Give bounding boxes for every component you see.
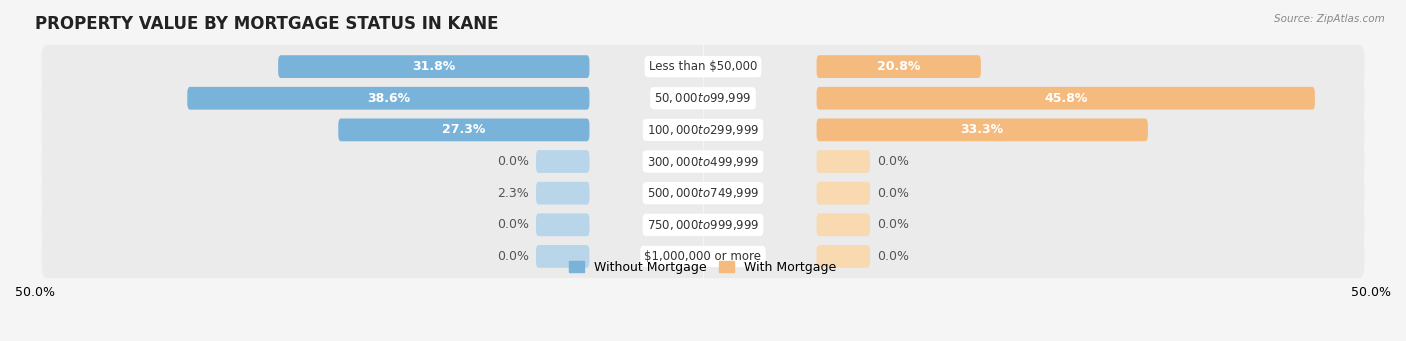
Text: $500,000 to $749,999: $500,000 to $749,999 [647, 186, 759, 200]
Legend: Without Mortgage, With Mortgage: Without Mortgage, With Mortgage [564, 256, 842, 279]
Text: 27.3%: 27.3% [441, 123, 485, 136]
Text: Source: ZipAtlas.com: Source: ZipAtlas.com [1274, 14, 1385, 24]
Text: 0.0%: 0.0% [498, 218, 529, 231]
FancyBboxPatch shape [42, 77, 1364, 120]
FancyBboxPatch shape [42, 235, 1364, 278]
FancyBboxPatch shape [42, 172, 1364, 215]
Text: 0.0%: 0.0% [877, 155, 908, 168]
Text: $750,000 to $999,999: $750,000 to $999,999 [647, 218, 759, 232]
Text: $300,000 to $499,999: $300,000 to $499,999 [647, 154, 759, 168]
Text: $1,000,000 or more: $1,000,000 or more [644, 250, 762, 263]
FancyBboxPatch shape [817, 55, 981, 78]
Text: 2.3%: 2.3% [498, 187, 529, 200]
FancyBboxPatch shape [817, 119, 1147, 141]
FancyBboxPatch shape [817, 150, 870, 173]
Text: PROPERTY VALUE BY MORTGAGE STATUS IN KANE: PROPERTY VALUE BY MORTGAGE STATUS IN KAN… [35, 15, 499, 33]
Text: 45.8%: 45.8% [1045, 92, 1087, 105]
FancyBboxPatch shape [817, 213, 870, 236]
Text: 38.6%: 38.6% [367, 92, 411, 105]
FancyBboxPatch shape [42, 140, 1364, 183]
FancyBboxPatch shape [42, 108, 1364, 151]
FancyBboxPatch shape [42, 203, 1364, 247]
FancyBboxPatch shape [817, 87, 1315, 110]
FancyBboxPatch shape [536, 150, 589, 173]
FancyBboxPatch shape [339, 119, 589, 141]
FancyBboxPatch shape [187, 87, 589, 110]
Text: 33.3%: 33.3% [960, 123, 1004, 136]
Text: 0.0%: 0.0% [877, 250, 908, 263]
Text: $100,000 to $299,999: $100,000 to $299,999 [647, 123, 759, 137]
FancyBboxPatch shape [817, 245, 870, 268]
Text: 31.8%: 31.8% [412, 60, 456, 73]
FancyBboxPatch shape [278, 55, 589, 78]
Text: 0.0%: 0.0% [877, 218, 908, 231]
FancyBboxPatch shape [42, 45, 1364, 88]
FancyBboxPatch shape [536, 245, 589, 268]
Text: Less than $50,000: Less than $50,000 [648, 60, 758, 73]
FancyBboxPatch shape [536, 182, 589, 205]
Text: 0.0%: 0.0% [877, 187, 908, 200]
Text: 0.0%: 0.0% [498, 155, 529, 168]
FancyBboxPatch shape [536, 213, 589, 236]
Text: 20.8%: 20.8% [877, 60, 921, 73]
Text: $50,000 to $99,999: $50,000 to $99,999 [654, 91, 752, 105]
Text: 0.0%: 0.0% [498, 250, 529, 263]
FancyBboxPatch shape [817, 182, 870, 205]
